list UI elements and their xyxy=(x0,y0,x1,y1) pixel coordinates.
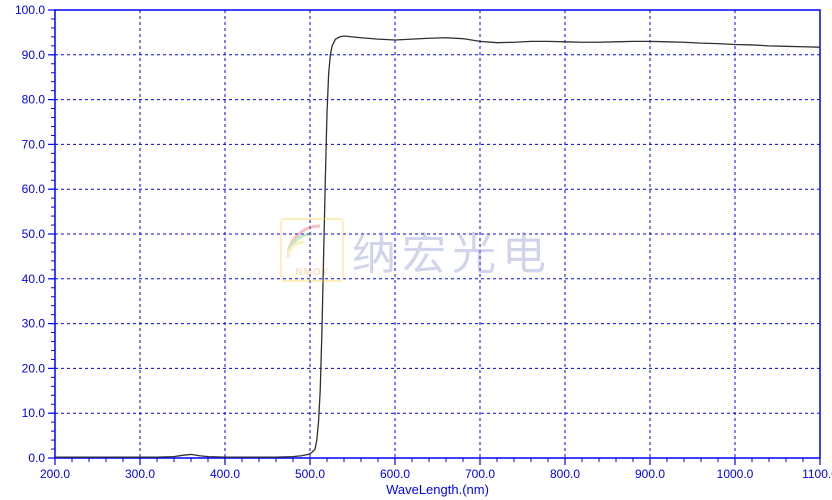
svg-text:900.0: 900.0 xyxy=(635,467,665,481)
svg-text:100.0: 100.0 xyxy=(15,3,45,17)
svg-text:10.0: 10.0 xyxy=(22,406,46,420)
svg-text:70.0: 70.0 xyxy=(22,137,46,151)
svg-text:90.0: 90.0 xyxy=(22,48,46,62)
svg-text:40.0: 40.0 xyxy=(22,272,46,286)
svg-text:200.0: 200.0 xyxy=(40,467,70,481)
svg-text:80.0: 80.0 xyxy=(22,93,46,107)
svg-text:600.0: 600.0 xyxy=(380,467,410,481)
svg-text:400.0: 400.0 xyxy=(210,467,240,481)
svg-text:1100.0: 1100.0 xyxy=(802,467,832,481)
svg-text:0.0: 0.0 xyxy=(28,451,45,465)
svg-text:WaveLength.(nm): WaveLength.(nm) xyxy=(386,482,489,497)
svg-text:20.0: 20.0 xyxy=(22,361,46,375)
svg-text:50.0: 50.0 xyxy=(22,227,46,241)
svg-text:800.0: 800.0 xyxy=(550,467,580,481)
svg-text:700.0: 700.0 xyxy=(465,467,495,481)
spectrum-chart: 200.0 300.0 400.0 500.0 600.0 700.0 800.0 900.0… xyxy=(0,0,832,500)
svg-text:300.0: 300.0 xyxy=(125,467,155,481)
chart-container: 200.0 300.0 400.0 500.0 600.0 700.0 800.0 900.0… xyxy=(0,0,832,500)
svg-text:500.0: 500.0 xyxy=(295,467,325,481)
svg-text:60.0: 60.0 xyxy=(22,182,46,196)
svg-text:30.0: 30.0 xyxy=(22,317,46,331)
svg-text:1000.0: 1000.0 xyxy=(717,467,754,481)
